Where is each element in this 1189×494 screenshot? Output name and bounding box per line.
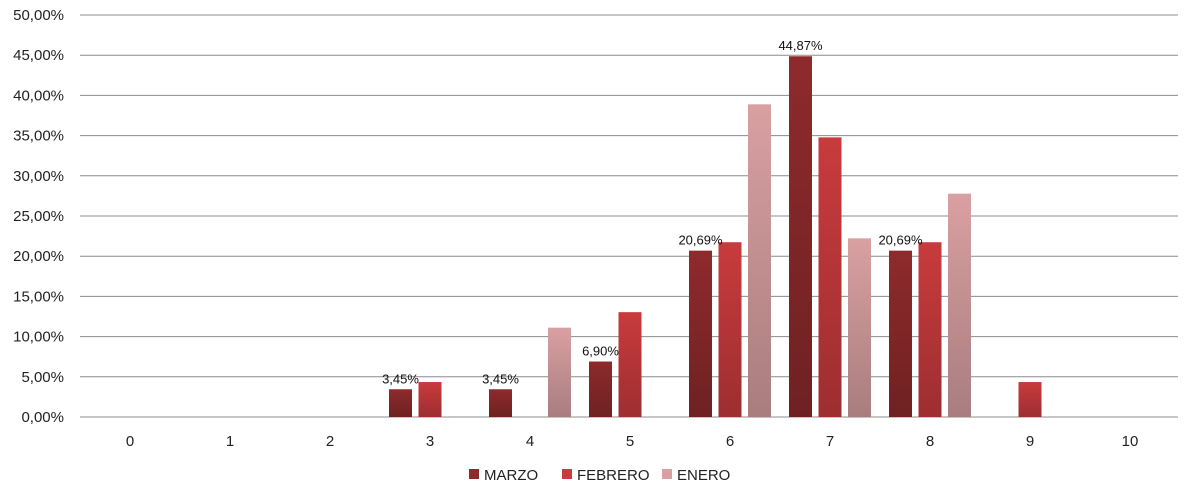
bar-marzo-8	[889, 250, 912, 417]
bar-marzo-4	[489, 389, 512, 417]
x-tick-label: 3	[426, 433, 434, 450]
data-label: 3,45%	[482, 371, 519, 386]
data-label: 44,87%	[778, 38, 823, 53]
legend-label-marzo: MARZO	[484, 467, 538, 484]
bar-febrero-3	[418, 382, 442, 417]
x-tick-label: 2	[326, 433, 334, 450]
data-labels: 3,45% 3,45% 6,90% 20,69% 44,87% 20,69%	[382, 38, 923, 386]
x-tick-label: 0	[126, 433, 134, 450]
bar-febrero-6	[718, 242, 742, 417]
x-tick-label: 4	[526, 433, 534, 450]
y-tick-label: 50,00%	[13, 7, 64, 24]
bar-enero-8	[948, 193, 971, 417]
x-tick-label: 8	[926, 433, 934, 450]
x-tick-label: 5	[626, 433, 634, 450]
x-tick-label: 7	[826, 433, 834, 450]
bar-marzo-5	[589, 361, 612, 417]
x-tick-label: 1	[226, 433, 234, 450]
bar-febrero-7	[818, 137, 842, 417]
y-tick-label: 10,00%	[13, 329, 64, 346]
bar-marzo-3	[389, 389, 412, 417]
x-tick-label: 9	[1026, 433, 1034, 450]
data-label: 20,69%	[878, 233, 923, 248]
bar-marzo-7	[789, 56, 812, 417]
bar-enero-6	[748, 104, 771, 417]
bar-enero-7	[848, 238, 871, 417]
gridlines	[80, 14, 1178, 418]
bars	[389, 56, 1042, 417]
y-tick-label: 0,00%	[21, 409, 64, 426]
legend-swatch-febrero	[562, 469, 572, 479]
bar-febrero-8	[918, 242, 942, 417]
y-tick-label: 30,00%	[13, 168, 64, 185]
y-tick-label: 5,00%	[21, 369, 64, 386]
x-axis-tick-labels: 0 1 2 3 4 5 6 7 8 9 10	[126, 433, 1139, 450]
x-tick-label: 6	[726, 433, 734, 450]
legend-label-enero: ENERO	[677, 467, 730, 484]
x-tick-label: 10	[1122, 433, 1139, 450]
legend: MARZO FEBRERO ENERO	[469, 467, 730, 484]
bar-febrero-9	[1018, 382, 1042, 417]
y-tick-label: 25,00%	[13, 208, 64, 225]
y-tick-label: 45,00%	[13, 47, 64, 64]
bar-marzo-6	[689, 250, 712, 417]
y-tick-label: 15,00%	[13, 288, 64, 305]
data-label: 3,45%	[382, 371, 419, 386]
data-label: 6,90%	[582, 344, 619, 359]
legend-label-febrero: FEBRERO	[577, 467, 650, 484]
y-tick-label: 35,00%	[13, 128, 64, 145]
y-tick-label: 40,00%	[13, 87, 64, 104]
y-axis-tick-labels: 0,00% 5,00% 10,00% 15,00% 20,00% 25,00% 30,00%…	[13, 7, 64, 426]
bar-febrero-5	[618, 312, 642, 417]
y-tick-label: 20,00%	[13, 248, 64, 265]
data-label: 20,69%	[678, 233, 723, 248]
bar-enero-4	[548, 327, 571, 417]
legend-swatch-marzo	[469, 469, 479, 479]
legend-swatch-enero	[662, 469, 672, 479]
